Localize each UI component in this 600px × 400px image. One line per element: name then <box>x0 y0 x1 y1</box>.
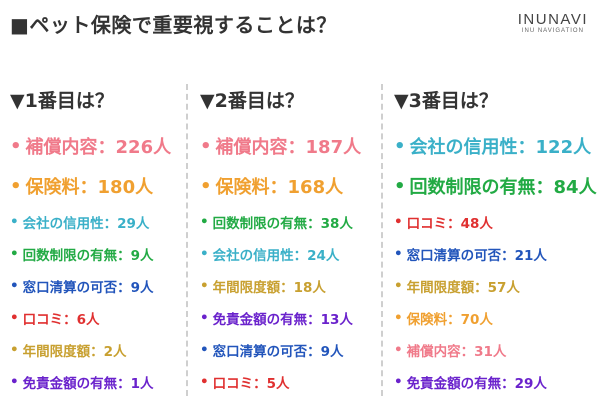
rank-1-column: ▼1番目は？ • 補償内容：226人 • 保険料：180人 • 会社の信用性：29人 • 回数… <box>10 88 186 398</box>
bullet-icon: • <box>394 214 403 230</box>
rank-2-item: • 保険料：168人 <box>200 166 380 206</box>
rank-2-heading: ▼2番目は？ <box>200 90 304 112</box>
column-divider <box>186 84 188 396</box>
rank-3-item: • 補償内容：31人 <box>394 334 598 366</box>
item-text: 保険料：180人 <box>25 177 154 198</box>
item-text: 口コミ：5人 <box>212 376 290 392</box>
rank-2-item: • 窓口清算の可否：9人 <box>200 334 380 366</box>
bullet-icon: • <box>200 246 209 262</box>
item-text: 会社の信用性：29人 <box>22 216 150 232</box>
rank-1-item: • 回数制限の有無：9人 <box>10 238 186 270</box>
rank-2-item: • 補償内容：187人 <box>200 126 380 166</box>
bullet-icon: • <box>200 278 209 294</box>
rank-3-item: • 口コミ：48人 <box>394 206 598 238</box>
rank-3-item: • 保険料：70人 <box>394 302 598 334</box>
rank-3-item: • 会社の信用性：122人 <box>394 126 598 166</box>
item-text: 会社の信用性：122人 <box>409 137 592 158</box>
rank-3-item: • 年間限度額：57人 <box>394 270 598 302</box>
item-text: 保険料：70人 <box>406 312 493 328</box>
item-text: 口コミ：6人 <box>22 312 100 328</box>
bullet-icon: • <box>394 135 406 157</box>
bullet-icon: • <box>10 278 19 294</box>
column-divider <box>381 84 383 396</box>
item-text: 免責金額の有無：29人 <box>406 376 547 392</box>
item-text: 年間限度額：18人 <box>212 280 326 296</box>
bullet-icon: • <box>10 374 19 390</box>
rank-1-item: • 窓口清算の可否：9人 <box>10 270 186 302</box>
bullet-icon: • <box>394 310 403 326</box>
rank-1-item: • 保険料：180人 <box>10 166 186 206</box>
rank-3-heading: ▼3番目は？ <box>394 90 498 112</box>
bullet-icon: • <box>10 214 19 230</box>
item-text: 窓口清算の可否：21人 <box>406 248 547 264</box>
page-title: ■ペット保険で重要視することは？ <box>10 13 337 37</box>
rank-1-item: • 口コミ：6人 <box>10 302 186 334</box>
bullet-icon: • <box>394 342 403 358</box>
rank-1-item: • 年間限度額：2人 <box>10 334 186 366</box>
rank-2-item: • 年間限度額：18人 <box>200 270 380 302</box>
rank-1-item: • 補償内容：226人 <box>10 126 186 166</box>
rank-3-column: ▼3番目は？ • 会社の信用性：122人 • 回数制限の有無：84人 • 口コミ：48人 •… <box>394 88 598 398</box>
rank-3-list: • 会社の信用性：122人 • 回数制限の有無：84人 • 口コミ：48人 • 窓口清算の可否… <box>394 126 598 398</box>
bullet-icon: • <box>394 374 403 390</box>
bullet-icon: • <box>200 175 212 197</box>
bullet-icon: • <box>10 246 19 262</box>
item-text: 保険料：168人 <box>215 177 344 198</box>
item-text: 免責金額の有無：13人 <box>212 312 353 328</box>
bullet-icon: • <box>200 342 209 358</box>
item-text: 回数制限の有無：84人 <box>409 177 597 198</box>
bullet-icon: • <box>394 175 406 197</box>
item-text: 窓口清算の可否：9人 <box>22 280 154 296</box>
item-text: 免責金額の有無：1人 <box>22 376 154 392</box>
rank-1-heading: ▼1番目は？ <box>10 90 114 112</box>
bullet-icon: • <box>200 374 209 390</box>
rank-2-item: • 免責金額の有無：13人 <box>200 302 380 334</box>
item-text: 回数制限の有無：38人 <box>212 216 353 232</box>
rank-3-item: • 回数制限の有無：84人 <box>394 166 598 206</box>
logo-subtitle: INU NAVIGATION <box>521 28 584 34</box>
bullet-icon: • <box>10 342 19 358</box>
rank-2-item: • 会社の信用性：24人 <box>200 238 380 270</box>
inunavi-logo: INUNAVI INU NAVIGATION <box>517 11 588 35</box>
bullet-icon: • <box>10 310 19 326</box>
bullet-icon: • <box>394 246 403 262</box>
rank-2-list: • 補償内容：187人 • 保険料：168人 • 回数制限の有無：38人 • 会社の信用性：2… <box>200 126 380 398</box>
item-text: 補償内容：187人 <box>215 137 362 158</box>
rank-2-column: ▼2番目は？ • 補償内容：187人 • 保険料：168人 • 回数制限の有無：38人 • 会… <box>200 88 380 398</box>
item-text: 窓口清算の可否：9人 <box>212 344 344 360</box>
rank-2-item: • 回数制限の有無：38人 <box>200 206 380 238</box>
item-text: 補償内容：226人 <box>25 137 172 158</box>
item-text: 回数制限の有無：9人 <box>22 248 154 264</box>
item-text: 口コミ：48人 <box>406 216 493 232</box>
rank-2-item: • 口コミ：5人 <box>200 366 380 398</box>
bullet-icon: • <box>200 135 212 157</box>
rank-3-item: • 免責金額の有無：29人 <box>394 366 598 398</box>
bullet-icon: • <box>10 135 22 157</box>
item-text: 会社の信用性：24人 <box>212 248 340 264</box>
bullet-icon: • <box>394 278 403 294</box>
item-text: 年間限度額：2人 <box>22 344 127 360</box>
bullet-icon: • <box>200 214 209 230</box>
rank-3-item: • 窓口清算の可否：21人 <box>394 238 598 270</box>
item-text: 年間限度額：57人 <box>406 280 520 296</box>
bullet-icon: • <box>10 175 22 197</box>
bullet-icon: • <box>200 310 209 326</box>
rank-1-item: • 免責金額の有無：1人 <box>10 366 186 398</box>
item-text: 補償内容：31人 <box>406 344 507 360</box>
rank-1-item: • 会社の信用性：29人 <box>10 206 186 238</box>
logo-brand: INUNAVI <box>517 11 588 28</box>
rank-1-list: • 補償内容：226人 • 保険料：180人 • 会社の信用性：29人 • 回数制限の有無：9… <box>10 126 186 398</box>
